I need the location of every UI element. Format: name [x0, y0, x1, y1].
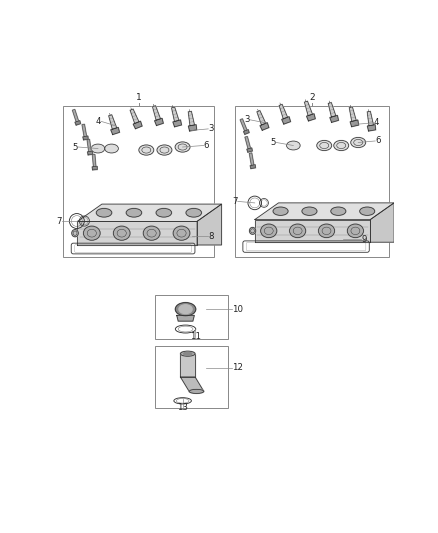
Ellipse shape — [189, 389, 204, 393]
Ellipse shape — [180, 351, 195, 356]
Ellipse shape — [286, 141, 300, 150]
Polygon shape — [87, 139, 91, 152]
Polygon shape — [173, 120, 181, 127]
Polygon shape — [155, 118, 163, 125]
Ellipse shape — [351, 138, 366, 148]
Text: 10: 10 — [232, 305, 243, 314]
Polygon shape — [188, 111, 194, 126]
Polygon shape — [250, 165, 255, 168]
Polygon shape — [371, 203, 394, 242]
Polygon shape — [82, 124, 87, 136]
Polygon shape — [255, 203, 394, 220]
Ellipse shape — [105, 144, 118, 153]
Ellipse shape — [83, 226, 100, 240]
Ellipse shape — [347, 224, 364, 238]
Ellipse shape — [173, 226, 190, 240]
Text: 8: 8 — [208, 232, 214, 240]
Polygon shape — [279, 104, 288, 119]
Polygon shape — [92, 166, 97, 170]
Text: 3: 3 — [244, 115, 250, 124]
Text: 4: 4 — [95, 117, 101, 126]
Polygon shape — [245, 136, 251, 149]
Polygon shape — [367, 125, 376, 131]
Polygon shape — [255, 220, 371, 242]
Polygon shape — [111, 127, 120, 134]
Polygon shape — [282, 117, 290, 124]
Ellipse shape — [317, 140, 332, 151]
Ellipse shape — [302, 207, 317, 215]
Text: 9: 9 — [361, 235, 367, 244]
Polygon shape — [177, 316, 194, 321]
Ellipse shape — [96, 208, 112, 217]
Bar — [235, 106, 389, 257]
Polygon shape — [350, 120, 359, 127]
Ellipse shape — [179, 305, 192, 313]
Text: 13: 13 — [177, 402, 188, 411]
Polygon shape — [304, 101, 312, 116]
Ellipse shape — [139, 145, 154, 155]
Ellipse shape — [318, 224, 335, 238]
Polygon shape — [257, 110, 266, 125]
Polygon shape — [240, 119, 247, 131]
Polygon shape — [78, 221, 197, 245]
Ellipse shape — [184, 352, 192, 356]
Polygon shape — [197, 204, 222, 245]
Bar — [155, 345, 228, 408]
Polygon shape — [72, 109, 78, 122]
Polygon shape — [249, 153, 254, 165]
Ellipse shape — [290, 224, 306, 238]
Polygon shape — [307, 114, 315, 121]
Ellipse shape — [175, 142, 190, 152]
Polygon shape — [349, 107, 356, 122]
Polygon shape — [109, 115, 117, 130]
Text: 2: 2 — [309, 93, 314, 102]
Ellipse shape — [143, 226, 160, 240]
Polygon shape — [180, 377, 204, 391]
Polygon shape — [130, 109, 139, 124]
Ellipse shape — [72, 230, 78, 237]
Polygon shape — [133, 121, 142, 128]
Text: 5: 5 — [271, 138, 276, 147]
Polygon shape — [330, 115, 339, 122]
Ellipse shape — [249, 228, 256, 235]
Polygon shape — [367, 111, 374, 126]
Bar — [155, 295, 228, 339]
Polygon shape — [152, 106, 160, 120]
Ellipse shape — [157, 145, 172, 155]
Polygon shape — [92, 155, 96, 167]
Ellipse shape — [334, 140, 349, 151]
Ellipse shape — [156, 208, 172, 217]
Text: 12: 12 — [232, 363, 243, 372]
Ellipse shape — [113, 226, 130, 240]
Polygon shape — [88, 151, 93, 155]
Text: 6: 6 — [375, 136, 381, 146]
Text: 1: 1 — [136, 93, 142, 102]
Ellipse shape — [360, 207, 375, 215]
Polygon shape — [328, 102, 336, 117]
Bar — [63, 106, 214, 257]
Ellipse shape — [91, 144, 105, 153]
Polygon shape — [75, 120, 81, 125]
Ellipse shape — [331, 207, 346, 215]
Text: 4: 4 — [374, 118, 379, 127]
Ellipse shape — [261, 224, 277, 238]
Polygon shape — [83, 136, 88, 140]
Ellipse shape — [175, 303, 196, 316]
Text: 5: 5 — [73, 142, 78, 151]
Polygon shape — [247, 148, 252, 152]
Text: 7: 7 — [232, 197, 238, 206]
Ellipse shape — [186, 208, 201, 217]
Text: 3: 3 — [208, 124, 214, 133]
Text: 7: 7 — [56, 216, 61, 225]
Ellipse shape — [126, 208, 142, 217]
Polygon shape — [244, 130, 249, 134]
Text: 11: 11 — [190, 332, 201, 341]
Polygon shape — [180, 354, 195, 377]
Polygon shape — [260, 123, 269, 130]
Polygon shape — [172, 107, 179, 122]
Polygon shape — [188, 125, 197, 131]
Polygon shape — [78, 204, 222, 221]
Text: 6: 6 — [204, 141, 209, 150]
Ellipse shape — [273, 207, 288, 215]
